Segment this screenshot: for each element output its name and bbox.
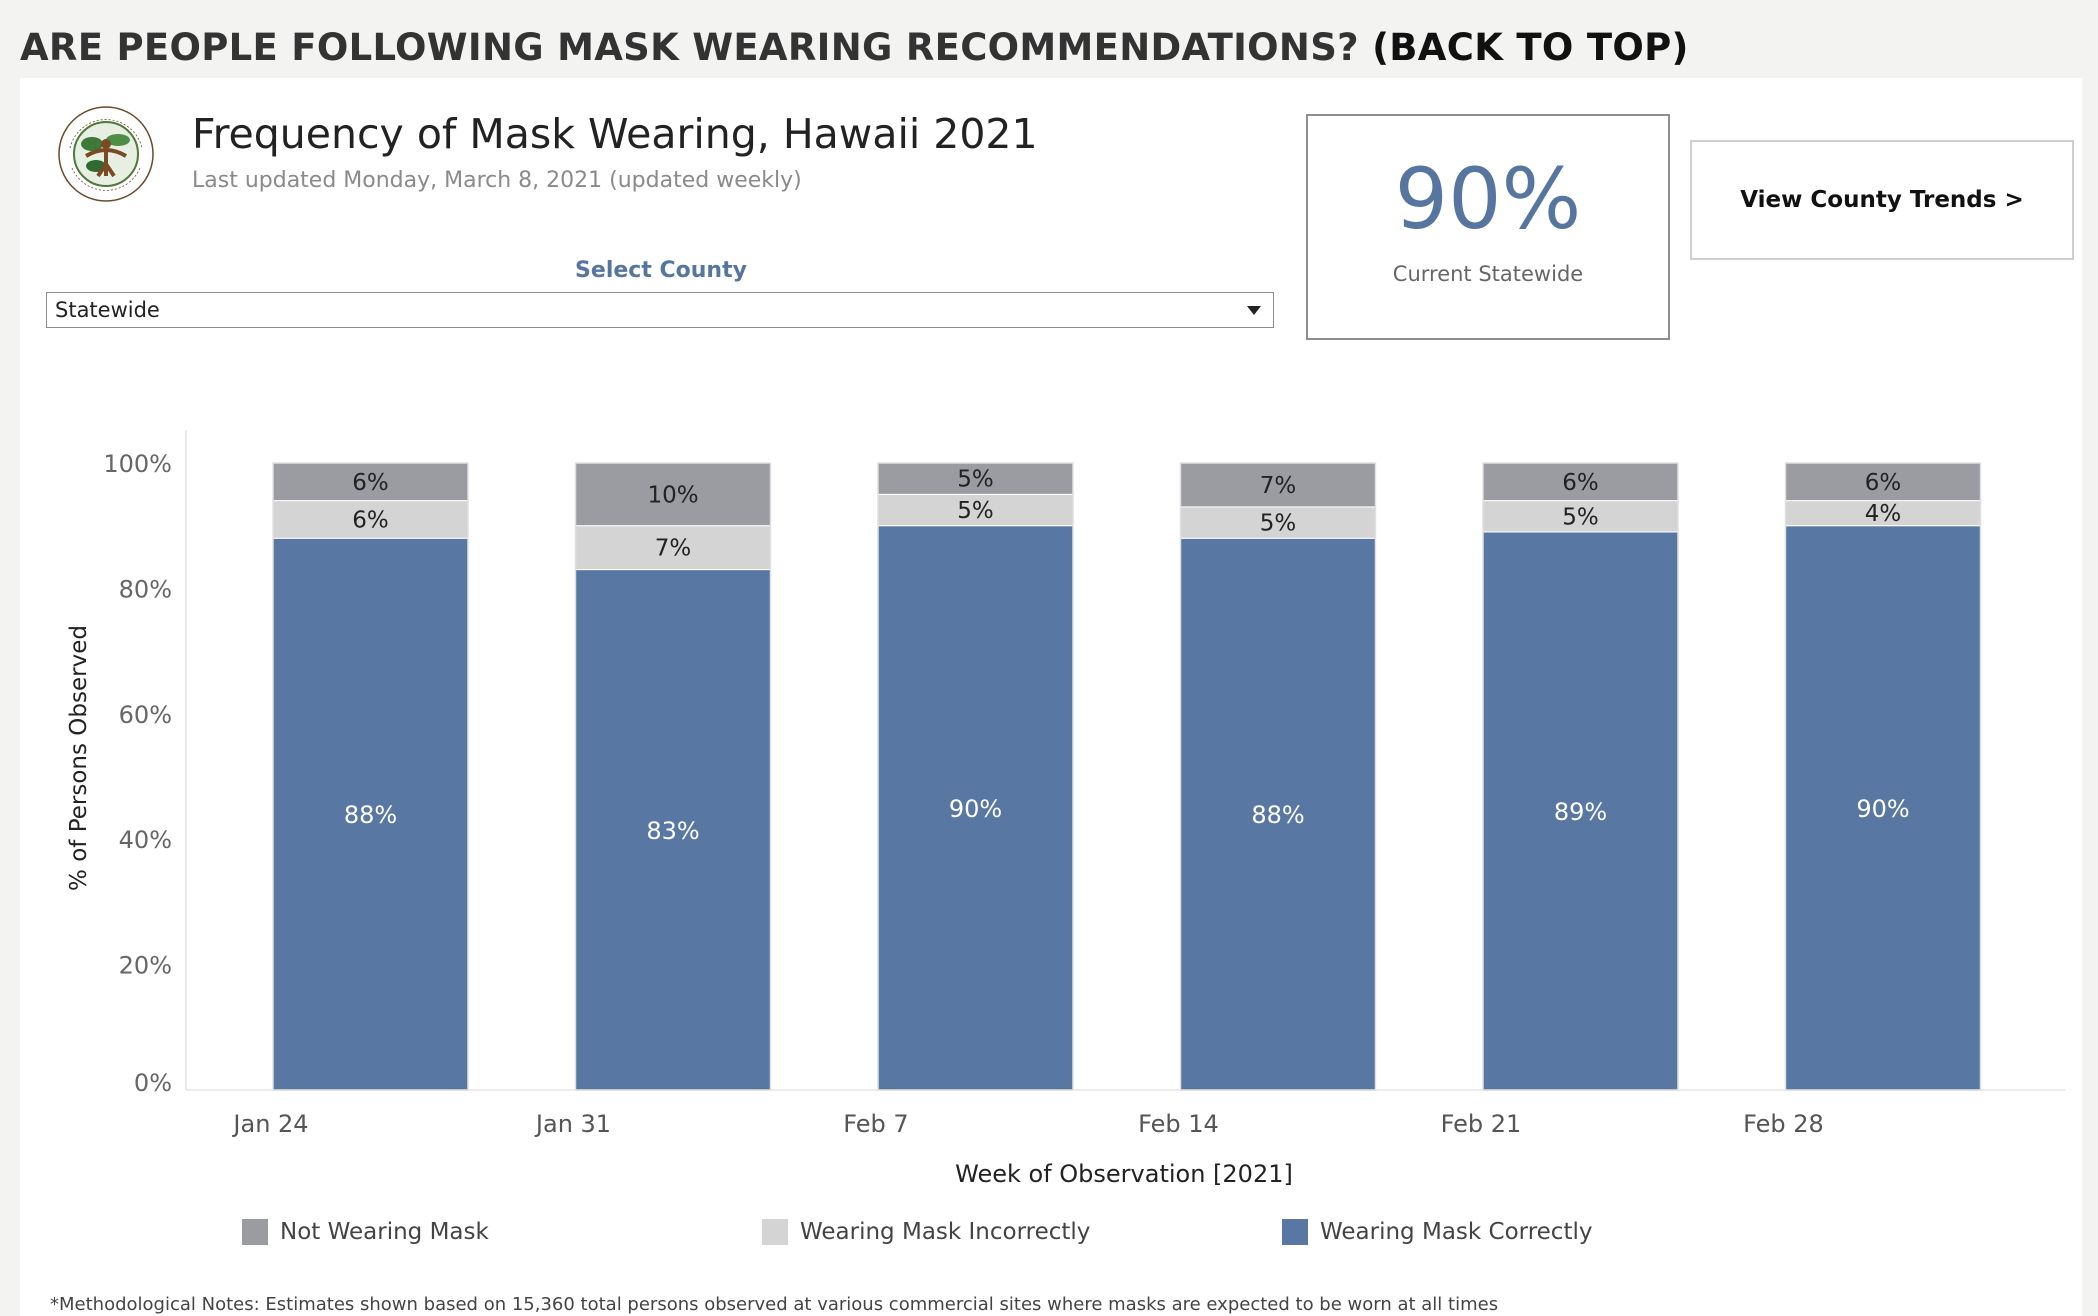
x-tick-label: Jan 24 <box>231 1110 308 1138</box>
methodology-note: *Methodological Notes: Estimates shown b… <box>50 1294 1499 1315</box>
header-question: ARE PEOPLE FOLLOWING MASK WEARING RECOMM… <box>20 26 1359 69</box>
legend-label-not-wearing: Not Wearing Mask <box>280 1219 489 1245</box>
kpi-value: 90% <box>1394 150 1582 248</box>
data-label-correct: 83% <box>646 817 699 845</box>
section-header: ARE PEOPLE FOLLOWING MASK WEARING RECOMM… <box>20 26 1689 69</box>
x-tick-label: Feb 7 <box>843 1110 908 1138</box>
bar-segment-not-wearing[interactable] <box>1180 462 1376 508</box>
data-label-incorrect: 6% <box>352 507 389 533</box>
county-select-value: Statewide <box>55 298 160 322</box>
legend-correct[interactable]: Wearing Mask Correctly <box>1282 1217 1592 1247</box>
bar-segment-correct[interactable] <box>575 569 771 1091</box>
dropdown-caret-icon <box>1247 306 1261 315</box>
legend-label-incorrect: Wearing Mask Incorrectly <box>800 1219 1091 1245</box>
data-label-correct: 89% <box>1554 798 1607 826</box>
dashboard-title: Frequency of Mask Wearing, Hawaii 2021 <box>192 110 1038 158</box>
data-label-incorrect: 5% <box>957 498 994 524</box>
data-label-not-wearing: 10% <box>647 482 698 508</box>
x-axis-title: Week of Observation [2021] <box>955 1160 1293 1188</box>
data-label-not-wearing: 6% <box>1865 470 1902 496</box>
current-statewide-kpi: 90% Current Statewide <box>1306 114 1670 340</box>
data-label-correct: 88% <box>344 801 397 829</box>
county-select[interactable]: Statewide <box>46 292 1274 328</box>
y-axis-title: % of Persons Observed <box>66 625 92 891</box>
data-label-not-wearing: 6% <box>352 470 389 496</box>
data-label-correct: 90% <box>1856 795 1909 823</box>
last-updated-text: Last updated Monday, March 8, 2021 (upda… <box>192 168 802 193</box>
data-label-not-wearing: 6% <box>1562 470 1599 496</box>
back-to-top-link[interactable]: (BACK TO TOP) <box>1372 26 1689 69</box>
data-label-correct: 90% <box>949 795 1002 823</box>
bar-outline <box>272 462 469 1091</box>
bar-segment-correct[interactable] <box>272 537 469 1091</box>
mask-wearing-chart: 88% 6% 6% 83% 7% 10% 90% 5% 5% 88% 5% 7% 89% 5% 6% 90% 4… <box>66 430 2066 1188</box>
legend-swatch-correct <box>1282 1219 1308 1245</box>
bar-outline <box>1179 462 1377 1091</box>
bar-outline <box>1784 462 1982 1091</box>
data-label-not-wearing: 7% <box>1260 473 1297 499</box>
select-county-label: Select County <box>575 258 747 283</box>
data-label-incorrect: 7% <box>655 536 692 562</box>
bar-outline <box>1482 462 1679 1091</box>
x-tick-label: Feb 28 <box>1743 1110 1824 1138</box>
y-tick-label: 20% <box>119 952 172 980</box>
legend-swatch-not-wearing <box>242 1219 268 1245</box>
data-label-incorrect: 5% <box>1562 504 1599 530</box>
data-label-incorrect: 4% <box>1865 501 1902 527</box>
y-tick-label: 0% <box>134 1069 172 1097</box>
bar-outline <box>877 462 1074 1091</box>
y-tick-label: 60% <box>119 701 172 729</box>
data-label-incorrect: 5% <box>1260 511 1297 537</box>
data-label-correct: 88% <box>1251 801 1304 829</box>
x-tick-label: Jan 31 <box>534 1110 611 1138</box>
y-tick-label: 80% <box>119 575 172 603</box>
y-tick-label: 40% <box>119 826 172 854</box>
view-county-trends-button[interactable]: View County Trends > <box>1690 140 2074 260</box>
bar-outline <box>574 462 772 1091</box>
bar-segment-correct[interactable] <box>1180 537 1376 1091</box>
legend-incorrect[interactable]: Wearing Mask Incorrectly <box>762 1217 1090 1247</box>
legend-swatch-incorrect <box>762 1219 788 1245</box>
data-label-not-wearing: 5% <box>957 467 994 493</box>
legend-label-correct: Wearing Mask Correctly <box>1320 1219 1593 1245</box>
bar-segment-not-wearing[interactable] <box>575 462 771 527</box>
y-tick-label: 100% <box>103 450 172 478</box>
department-of-health-seal-icon <box>58 106 154 202</box>
x-tick-label: Feb 14 <box>1138 1110 1219 1138</box>
legend-not-wearing[interactable]: Not Wearing Mask <box>242 1217 489 1247</box>
x-tick-label: Feb 21 <box>1441 1110 1522 1138</box>
kpi-caption: Current Statewide <box>1392 262 1584 286</box>
